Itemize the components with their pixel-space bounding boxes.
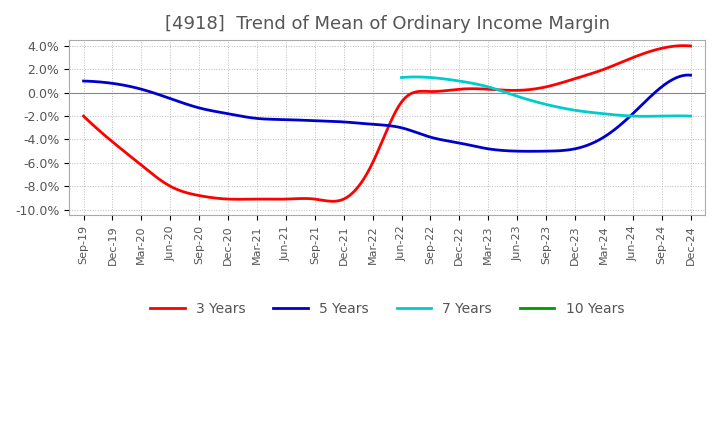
5 Years: [684, 73, 693, 78]
Legend: 3 Years, 5 Years, 7 Years, 10 Years: 3 Years, 5 Years, 7 Years, 10 Years: [145, 296, 629, 321]
3 Years: [453, 87, 462, 92]
3 Years: [631, 54, 640, 59]
7 Years: [641, 114, 649, 119]
3 Years: [443, 88, 451, 93]
7 Years: [398, 75, 407, 80]
7 Years: [643, 114, 652, 119]
7 Years: [570, 107, 579, 113]
5 Years: [631, 108, 640, 114]
7 Years: [661, 114, 670, 119]
7 Years: [397, 75, 406, 80]
3 Years: [593, 69, 601, 74]
5 Years: [593, 138, 601, 143]
7 Years: [575, 108, 584, 114]
Line: 3 Years: 3 Years: [84, 46, 690, 202]
3 Years: [81, 115, 90, 121]
7 Years: [410, 74, 419, 80]
7 Years: [686, 114, 695, 119]
5 Years: [79, 78, 88, 84]
5 Years: [81, 78, 90, 84]
3 Years: [686, 43, 695, 48]
Line: 5 Years: 5 Years: [84, 75, 690, 151]
5 Years: [686, 73, 695, 78]
7 Years: [570, 107, 578, 113]
5 Years: [441, 138, 449, 143]
3 Years: [329, 199, 338, 204]
3 Years: [79, 114, 88, 119]
5 Years: [451, 139, 459, 145]
Title: [4918]  Trend of Mean of Ordinary Income Margin: [4918] Trend of Mean of Ordinary Income …: [165, 15, 610, 33]
5 Years: [438, 137, 447, 143]
Line: 7 Years: 7 Years: [402, 77, 690, 116]
5 Years: [526, 149, 534, 154]
3 Years: [680, 43, 689, 48]
3 Years: [441, 88, 449, 93]
